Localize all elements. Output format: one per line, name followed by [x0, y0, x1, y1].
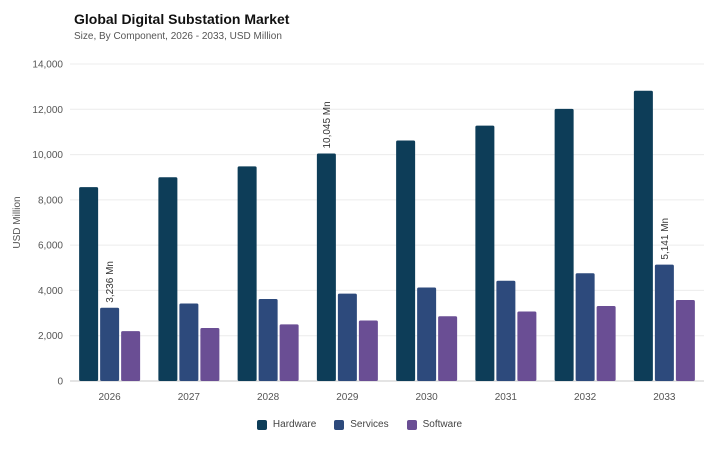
y-tick-label: 14,000 — [32, 60, 63, 71]
bar-software — [675, 299, 695, 381]
legend-label: Hardware — [272, 419, 317, 430]
legend-swatch — [256, 419, 267, 430]
bar-software — [438, 316, 458, 381]
bar-services — [179, 303, 199, 381]
y-axis-label: USD Million — [12, 196, 23, 248]
x-tick-label: 2027 — [178, 392, 201, 403]
bar-software — [596, 306, 616, 381]
bar-software — [200, 328, 220, 381]
bar-hardware — [554, 108, 574, 381]
legend-label: Services — [350, 419, 389, 430]
data-label: 10,045 Mn — [322, 101, 333, 148]
legend-item-services: Services — [334, 419, 389, 430]
x-tick-label: 2029 — [336, 392, 359, 403]
bar-services — [417, 287, 437, 381]
bar-software — [517, 311, 537, 381]
data-label: 3,236 Mn — [105, 261, 116, 303]
y-tick-label: 4,000 — [38, 286, 63, 297]
legend-label: Software — [422, 419, 463, 430]
bar-services — [337, 293, 357, 381]
y-tick-label: 8,000 — [38, 195, 63, 206]
bar-services — [575, 273, 595, 381]
x-tick-label: 2030 — [416, 392, 439, 403]
x-tick-label: 2032 — [574, 392, 597, 403]
chart-subtitle: Size, By Component, 2026 - 2033, USD Mil… — [74, 31, 282, 42]
bar-hardware — [237, 166, 257, 381]
legend-item-software: Software — [406, 419, 463, 430]
x-tick-label: 2028 — [257, 392, 280, 403]
bar-software — [121, 331, 141, 381]
y-tick-label: 12,000 — [32, 105, 63, 116]
bar-hardware — [396, 140, 416, 381]
y-tick-label: 0 — [57, 377, 63, 388]
x-tick-label: 2031 — [495, 392, 518, 403]
x-tick-label: 2026 — [99, 392, 122, 403]
data-label: 5,141 Mn — [660, 218, 671, 260]
bar-services — [654, 264, 674, 381]
legend-swatch — [334, 419, 345, 430]
x-tick-label: 2033 — [653, 392, 676, 403]
bar-services — [258, 299, 278, 381]
legend-swatch — [406, 419, 417, 430]
bar-services — [100, 307, 120, 381]
legend-item-hardware: Hardware — [256, 419, 317, 430]
chart-title: Global Digital Substation Market — [74, 11, 290, 27]
y-tick-label: 2,000 — [38, 331, 63, 342]
y-tick-label: 6,000 — [38, 241, 63, 252]
bar-hardware — [475, 125, 495, 382]
legend: Hardware Services Software — [0, 419, 719, 430]
bar-hardware — [633, 90, 653, 382]
bar-hardware — [158, 177, 178, 381]
bar-software — [279, 324, 299, 381]
bar-hardware — [316, 153, 336, 381]
y-tick-label: 10,000 — [32, 150, 63, 161]
bar-hardware — [79, 187, 99, 381]
bar-services — [496, 280, 516, 381]
bar-software — [358, 320, 378, 381]
